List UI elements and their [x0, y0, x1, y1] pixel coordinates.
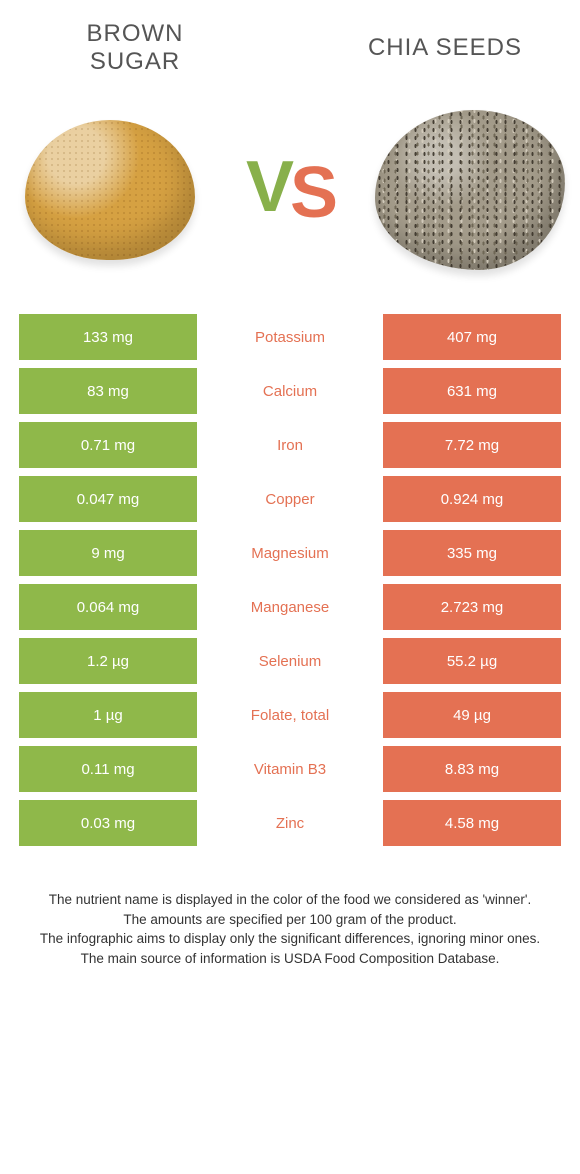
images-row: VS: [15, 85, 565, 310]
table-row: 9 mgMagnesium335 mg: [15, 526, 565, 580]
nutrient-name: Zinc: [199, 798, 381, 848]
left-value: 0.11 mg: [17, 744, 199, 794]
title-row: BROWN SUGAR CHIA SEEDS: [15, 20, 565, 85]
nutrient-name: Copper: [199, 474, 381, 524]
table-row: 0.71 mgIron7.72 mg: [15, 418, 565, 472]
right-value: 7.72 mg: [381, 420, 563, 470]
right-value: 8.83 mg: [381, 744, 563, 794]
nutrient-name: Folate, total: [199, 690, 381, 740]
left-value: 0.064 mg: [17, 582, 199, 632]
left-value: 0.047 mg: [17, 474, 199, 524]
table-row: 1.2 µgSelenium55.2 µg: [15, 634, 565, 688]
left-title-line1: BROWN: [45, 20, 225, 48]
right-value: 631 mg: [381, 366, 563, 416]
left-value: 9 mg: [17, 528, 199, 578]
vs-v: V: [246, 151, 290, 223]
nutrient-name: Manganese: [199, 582, 381, 632]
left-food-image: [15, 95, 205, 285]
left-value: 83 mg: [17, 366, 199, 416]
right-value: 49 µg: [381, 690, 563, 740]
left-value: 0.71 mg: [17, 420, 199, 470]
footnote-line: The main source of information is USDA F…: [33, 949, 547, 969]
table-row: 83 mgCalcium631 mg: [15, 364, 565, 418]
left-value: 1.2 µg: [17, 636, 199, 686]
right-value: 2.723 mg: [381, 582, 563, 632]
left-title-line2: SUGAR: [45, 48, 225, 76]
left-value: 1 µg: [17, 690, 199, 740]
table-row: 0.03 mgZinc4.58 mg: [15, 796, 565, 850]
right-value: 335 mg: [381, 528, 563, 578]
table-row: 0.064 mgManganese2.723 mg: [15, 580, 565, 634]
comparison-table: 133 mgPotassium407 mg83 mgCalcium631 mg0…: [15, 310, 565, 850]
table-row: 0.047 mgCopper0.924 mg: [15, 472, 565, 526]
footnotes: The nutrient name is displayed in the co…: [15, 850, 565, 978]
left-value: 0.03 mg: [17, 798, 199, 848]
nutrient-name: Potassium: [199, 312, 381, 362]
footnote-line: The nutrient name is displayed in the co…: [33, 890, 547, 910]
nutrient-name: Iron: [199, 420, 381, 470]
brown-sugar-icon: [25, 120, 195, 260]
footnote-line: The amounts are specified per 100 gram o…: [33, 910, 547, 930]
right-food-title: CHIA SEEDS: [355, 34, 535, 62]
footnote-line: The infographic aims to display only the…: [33, 929, 547, 949]
left-value: 133 mg: [17, 312, 199, 362]
nutrient-name: Calcium: [199, 366, 381, 416]
nutrient-name: Selenium: [199, 636, 381, 686]
table-row: 0.11 mgVitamin B38.83 mg: [15, 742, 565, 796]
right-value: 4.58 mg: [381, 798, 563, 848]
infographic-root: BROWN SUGAR CHIA SEEDS VS 133 mgPotassiu…: [0, 0, 580, 1008]
chia-seeds-icon: [375, 110, 565, 270]
vs-label: VS: [246, 154, 334, 226]
right-value: 407 mg: [381, 312, 563, 362]
nutrient-name: Vitamin B3: [199, 744, 381, 794]
table-row: 133 mgPotassium407 mg: [15, 310, 565, 364]
table-row: 1 µgFolate, total49 µg: [15, 688, 565, 742]
left-food-title: BROWN SUGAR: [45, 20, 225, 75]
vs-s: S: [290, 157, 334, 229]
right-food-image: [375, 95, 565, 285]
right-value: 0.924 mg: [381, 474, 563, 524]
nutrient-name: Magnesium: [199, 528, 381, 578]
right-value: 55.2 µg: [381, 636, 563, 686]
